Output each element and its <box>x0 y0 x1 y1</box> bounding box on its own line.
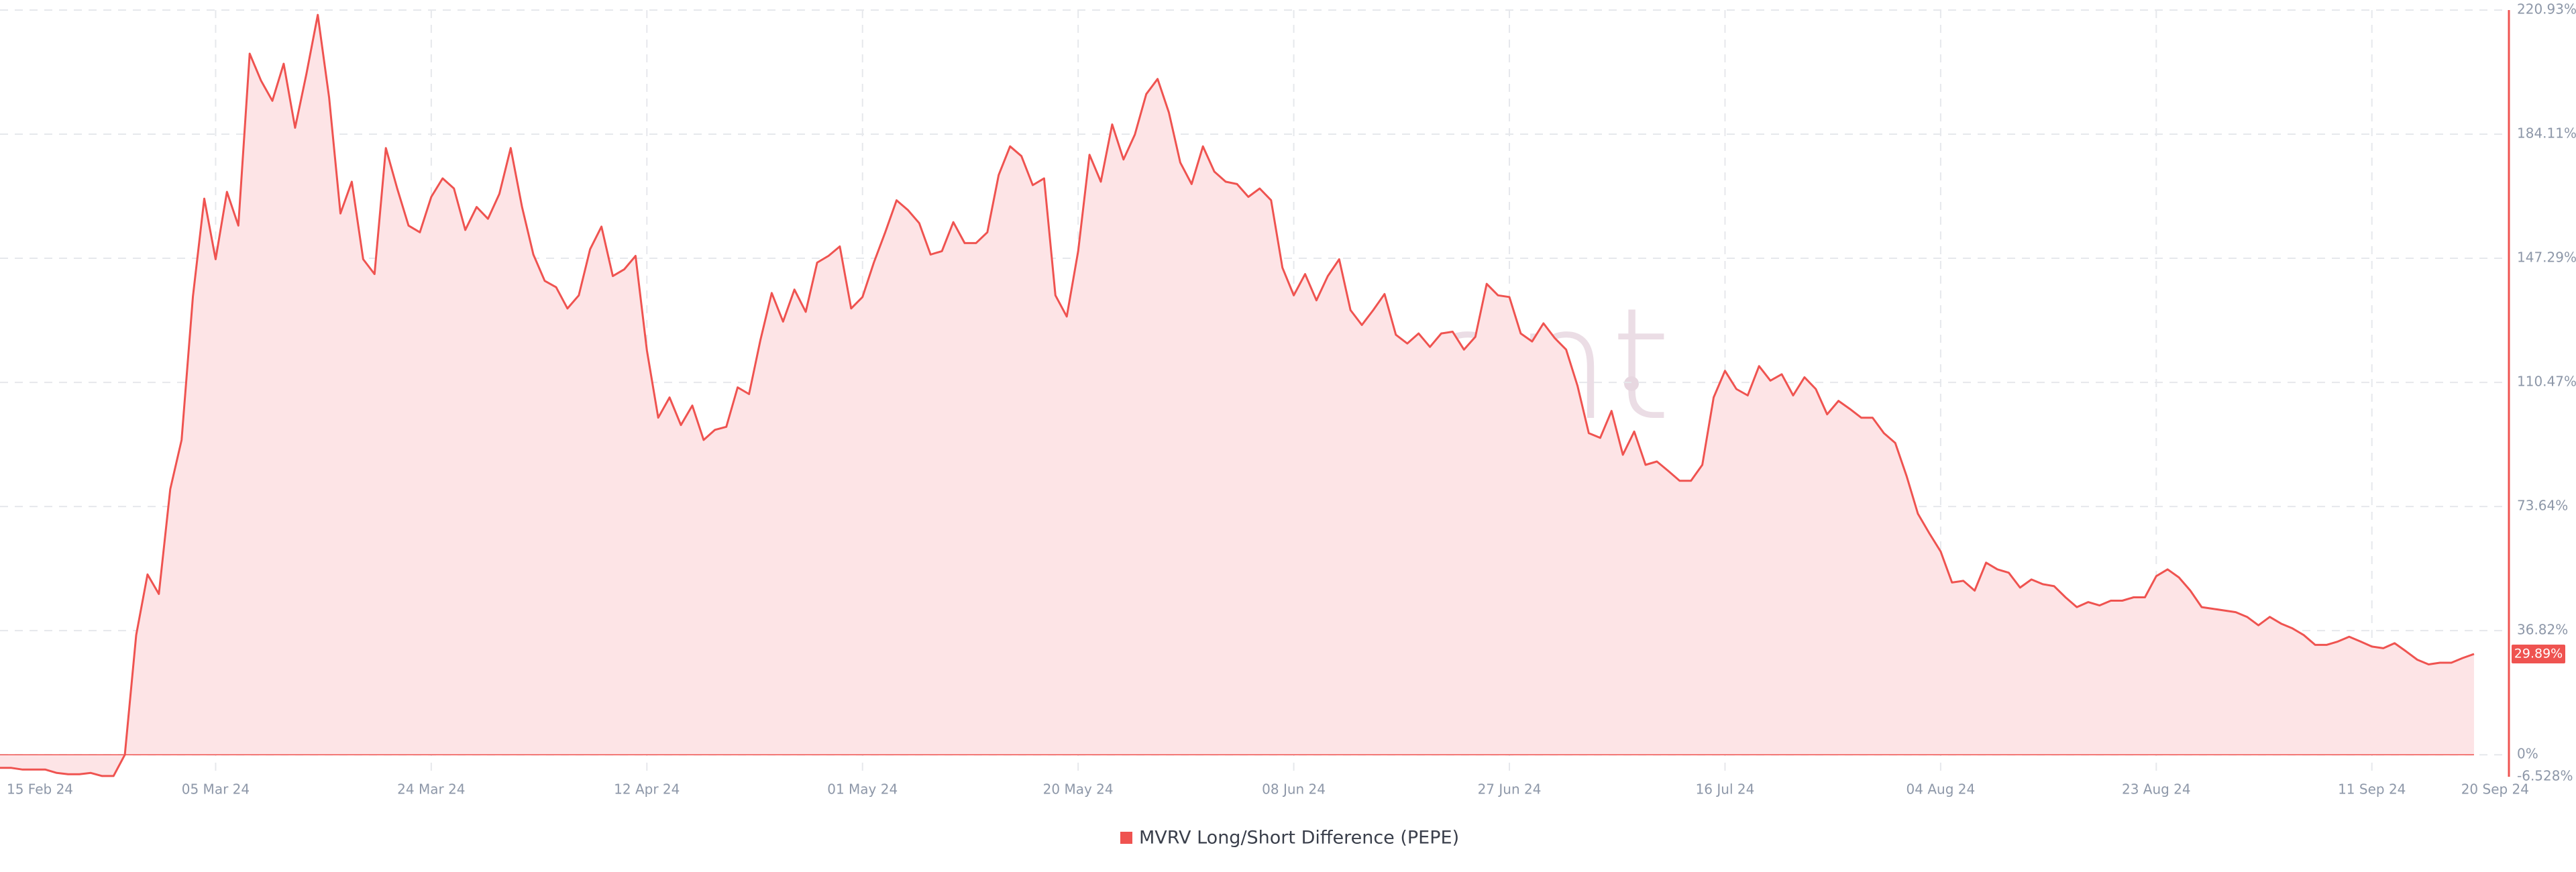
area-line <box>0 13 2475 777</box>
y-tick-label: -6.528% <box>2517 768 2573 784</box>
x-tick-label: 04 Aug 24 <box>1907 781 1976 798</box>
x-tick-label: 12 Apr 24 <box>614 781 680 798</box>
x-tick-label: 16 Jul 24 <box>1696 781 1755 798</box>
value-tag: 29.89% <box>2514 646 2563 661</box>
x-tick-label: 20 May 24 <box>1043 781 1114 798</box>
area-fill <box>0 15 2474 776</box>
x-tick-label: 20 Sep 24 <box>2461 781 2529 798</box>
value-tag-bg <box>2512 644 2565 663</box>
y-tick-label: 73.64% <box>2517 498 2568 514</box>
x-tick-label: 05 Mar 24 <box>182 781 250 798</box>
x-tick-label: 23 Aug 24 <box>2122 781 2191 798</box>
y-tick-label: 0% <box>2517 746 2538 762</box>
legend-swatch <box>1120 832 1132 844</box>
y-tick-label: 110.47% <box>2517 374 2576 390</box>
watermark-dot <box>1624 376 1639 391</box>
legend-label: MVRV Long/Short Difference (PEPE) <box>1139 828 1459 849</box>
x-tick-label: 11 Sep 24 <box>2338 781 2406 798</box>
y-tick-label: 220.93% <box>2517 1 2576 17</box>
y-tick-label: 184.11% <box>2517 125 2576 142</box>
x-tick-label: 15 Feb 24 <box>7 781 73 798</box>
x-tick-label: 27 Jun 24 <box>1478 781 1542 798</box>
y-tick-label: 36.82% <box>2517 622 2568 638</box>
x-tick-label: 08 Jun 24 <box>1262 781 1326 798</box>
x-tick-label: 01 May 24 <box>827 781 898 798</box>
y-tick-label: 147.29% <box>2517 250 2576 266</box>
x-tick-label: 24 Mar 24 <box>397 781 465 798</box>
